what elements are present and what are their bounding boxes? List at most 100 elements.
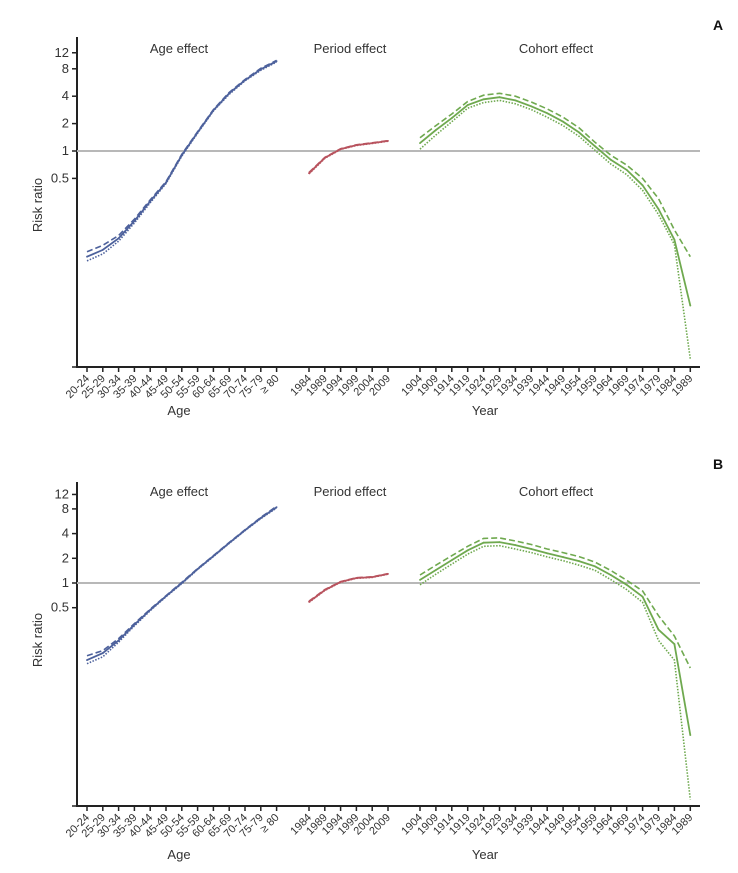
y-tick-label: 12 [55, 45, 69, 60]
y-tick-label: 0.5 [51, 170, 69, 185]
data-point [466, 549, 469, 552]
data-point [562, 556, 564, 558]
data-point [609, 158, 612, 161]
data-point [450, 117, 453, 119]
x-axis-label: Year [472, 847, 499, 862]
y-tick-label: 8 [62, 501, 69, 516]
data-point [323, 589, 326, 591]
data-point [641, 595, 644, 598]
estimate-line [308, 573, 389, 603]
data-point [323, 156, 326, 159]
data-point [117, 639, 120, 642]
data-point [466, 104, 469, 106]
x-axis-label: Year [472, 403, 499, 418]
data-point [498, 96, 501, 99]
data-point [117, 237, 120, 240]
panel-letter: A [713, 17, 723, 33]
data-point [196, 131, 199, 134]
data-point [275, 506, 278, 509]
data-point [546, 112, 549, 115]
lower-ci-line [419, 544, 692, 800]
data-point [259, 68, 262, 71]
data-point [133, 623, 136, 626]
data-point [641, 184, 644, 187]
y-tick-label: 12 [55, 486, 69, 501]
lower-ci-line [419, 99, 692, 360]
subplot-title: Age effect [150, 484, 209, 499]
data-point [371, 142, 374, 145]
y-tick-label: 1 [62, 143, 69, 158]
data-point [546, 552, 549, 555]
data-point [212, 109, 215, 112]
estimate-line [86, 60, 278, 258]
data-point [689, 734, 692, 737]
data-point [514, 99, 517, 102]
upper-ci-line [419, 537, 692, 669]
estimate-line [419, 96, 692, 306]
data-point [133, 220, 136, 222]
subplot-cohort-effect: Cohort effect190419091914191919241929193… [399, 484, 695, 862]
x-tick-label: ≥ 80 [258, 812, 282, 836]
data-point [594, 145, 596, 148]
data-point [435, 569, 437, 571]
data-point [625, 583, 628, 586]
data-point [101, 652, 104, 654]
data-point [355, 144, 358, 147]
data-point [435, 129, 437, 131]
estimate-line [308, 140, 389, 174]
data-point [86, 659, 88, 661]
data-point [482, 98, 485, 101]
x-axis-label: Age [167, 847, 190, 862]
data-point [657, 208, 660, 210]
data-point [498, 541, 501, 544]
data-point [180, 154, 183, 157]
lower-ci-line [86, 61, 277, 262]
data-point [196, 568, 199, 570]
data-point [244, 529, 246, 532]
subplot-cohort-effect: Cohort effect190419091914191919241929193… [399, 41, 695, 418]
estimate-line [419, 541, 692, 736]
data-point [562, 120, 564, 123]
lower-ci-line [308, 573, 389, 604]
data-point [419, 579, 421, 581]
subplot-title: Cohort effect [519, 41, 594, 56]
data-point [609, 574, 612, 576]
y-axis-label: Risk ratio [30, 613, 45, 667]
y-axis-label: Risk ratio [30, 178, 45, 232]
data-point [228, 542, 231, 544]
data-point [149, 200, 152, 203]
data-point [387, 573, 389, 575]
y-tick-label: 2 [62, 550, 69, 565]
upper-ci-line [308, 572, 389, 602]
data-point [625, 168, 628, 171]
data-point [165, 181, 167, 184]
y-tick-label: 2 [62, 116, 69, 131]
y-tick-label: 4 [62, 526, 69, 541]
data-point [149, 609, 152, 611]
data-point [673, 643, 676, 646]
upper-ci-line [419, 92, 691, 258]
x-tick-label: ≥ 80 [258, 373, 282, 397]
data-point [308, 600, 310, 603]
data-point [689, 304, 692, 307]
y-tick-label: 8 [62, 61, 69, 76]
data-point [339, 581, 342, 583]
panel-letter: B [713, 456, 723, 472]
y-tick-label: 4 [62, 88, 69, 103]
subplot-title: Age effect [150, 41, 209, 56]
y-tick-label: 1 [62, 575, 69, 590]
data-point [101, 248, 104, 251]
subplot-title: Cohort effect [519, 484, 594, 499]
data-point [371, 576, 374, 579]
data-point [355, 577, 358, 579]
subplot-age-effect: Age effect20-2425-2930-3435-3940-4445-49… [64, 41, 282, 418]
data-point [339, 148, 342, 150]
data-point [212, 555, 215, 557]
y-tick-label: 0.5 [51, 600, 69, 615]
data-point [530, 548, 533, 550]
data-point [578, 131, 580, 134]
